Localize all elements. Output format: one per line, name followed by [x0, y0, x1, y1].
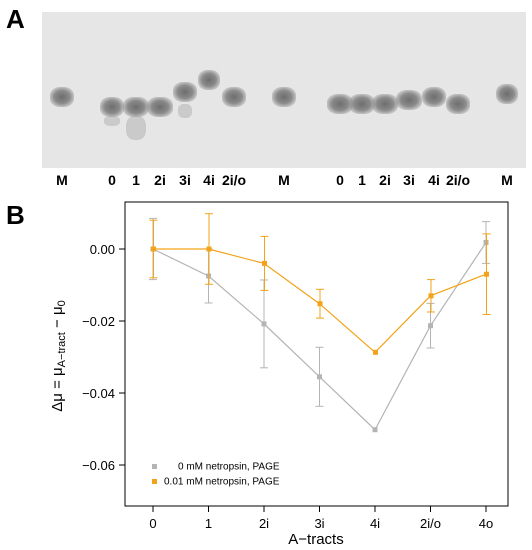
y-axis-title: Δμ = μA−tract − μ0: [49, 300, 68, 411]
legend-swatch: [152, 464, 157, 469]
x-tick-label: 3i: [314, 516, 324, 531]
lane-label: 2i: [154, 172, 166, 188]
lane-label: 2i: [379, 172, 391, 188]
y-tick-label: −0.02: [82, 314, 115, 329]
data-point: [484, 271, 489, 277]
gel-band: [496, 84, 518, 104]
lane-label: 1: [132, 172, 140, 188]
x-axis-title: A−tracts: [288, 531, 343, 548]
lane-label: 4i: [203, 172, 215, 188]
data-point: [372, 427, 378, 433]
x-tick-label: 4o: [479, 516, 493, 531]
plot-frame: [124, 201, 509, 507]
gel-band: [100, 97, 124, 117]
y-tick-label: 0.00: [90, 242, 115, 257]
lane-label: 0: [336, 172, 344, 188]
gel-smear: [178, 104, 192, 118]
data-point: [428, 293, 434, 299]
x-tick-label: 1: [205, 516, 212, 531]
lane-label: 2i/o: [445, 172, 471, 188]
x-tick-label: 2i/o: [420, 516, 441, 531]
legend-swatch: [152, 479, 157, 484]
gel-band: [123, 97, 149, 117]
gel-band: [147, 97, 173, 117]
line-chart: 0.00 −0.02 −0.04 −0.06 0 1 2i 3i 4i 2i/o 4o A−tra…: [49, 201, 509, 548]
gel-band: [396, 90, 422, 110]
gel-smear: [104, 116, 120, 126]
gel-band: [446, 94, 470, 114]
gel-band: [173, 82, 197, 102]
lane-label: 1: [358, 172, 366, 188]
data-point: [151, 246, 156, 252]
lane-label: M: [56, 172, 68, 188]
lane-label: 3i: [403, 172, 415, 188]
data-point: [206, 246, 212, 252]
y-tick-label: −0.06: [82, 458, 115, 473]
gel-image: [42, 12, 526, 168]
gel-band: [349, 94, 375, 114]
data-point: [373, 349, 378, 355]
gel-band: [372, 94, 398, 114]
lane-label: 3i: [179, 172, 191, 188]
lane-label: 2i/o: [221, 172, 247, 188]
lane-label: 0: [108, 172, 116, 188]
lane-label: 4i: [428, 172, 440, 188]
panel-b-letter: B: [6, 200, 25, 230]
data-point: [428, 323, 433, 329]
legend-label: 0 mM netropsin, PAGE: [178, 462, 280, 473]
legend: 0 mM netropsin, PAGE 0.01 mM netropsin, P…: [152, 462, 280, 488]
gel-band: [222, 87, 246, 107]
legend-label: 0.01 mM netropsin, PAGE: [164, 477, 280, 488]
gel-band: [327, 94, 353, 114]
gel-band: [50, 87, 74, 107]
data-point: [262, 260, 267, 266]
x-tick-label: 2i: [259, 516, 269, 531]
lane-label: M: [278, 172, 290, 188]
gel-band: [272, 87, 296, 107]
gel-smear: [126, 116, 146, 140]
data-point: [317, 301, 323, 307]
x-tick-label: 0: [149, 516, 156, 531]
y-tick-label: −0.04: [82, 386, 115, 401]
gel-band: [422, 87, 446, 107]
gel-band: [198, 70, 220, 90]
data-point: [317, 374, 322, 380]
x-tick-label: 4i: [370, 516, 380, 531]
data-point: [261, 321, 267, 327]
panel-a-letter: A: [6, 4, 25, 34]
lane-label: M: [501, 172, 513, 188]
